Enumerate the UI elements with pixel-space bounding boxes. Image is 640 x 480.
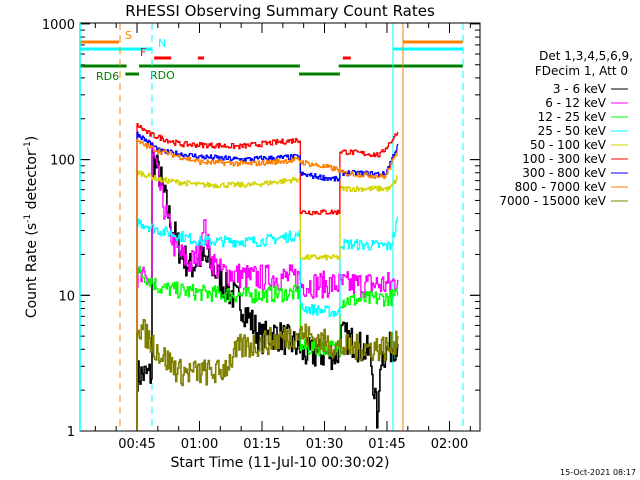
y-tick-label: 1000 <box>42 18 75 33</box>
legend-label: 3 - 6 keV <box>553 82 607 96</box>
series-line-5 <box>136 123 399 431</box>
x-tick-label: 01:00 <box>181 437 218 452</box>
status-label-f: F <box>140 46 146 59</box>
status-label-rd6: RD6 <box>96 70 119 83</box>
y-axis-label: Count Rate (s-1 detector-1) <box>23 136 40 318</box>
x-tick-label: 01:15 <box>243 437 280 452</box>
x-tick-label: 01:30 <box>306 437 343 452</box>
series-line-0 <box>136 149 399 431</box>
status-label-s: S <box>125 29 132 42</box>
plot-frame <box>79 22 481 432</box>
y-tick-label: 100 <box>50 154 75 169</box>
x-tick-label: 02:00 <box>431 437 468 452</box>
footer-timestamp: 15-Oct-2021 08:17 <box>560 468 636 477</box>
data-series <box>136 123 399 431</box>
legend-header-1: Det 1,3,4,5,6,9, <box>539 49 633 63</box>
x-tick-label: 01:45 <box>368 437 405 452</box>
status-label-rdo: RDO <box>150 69 175 82</box>
legend-label: 300 - 800 keV <box>522 166 606 180</box>
series-line-4 <box>136 170 399 431</box>
y-tick-label: 10 <box>58 289 75 304</box>
series-line-7 <box>136 139 399 431</box>
legend-label: 6 - 12 keV <box>545 96 607 110</box>
x-tick-label: 00:45 <box>118 437 155 452</box>
legend-header-2: FDecim 1, Att 0 <box>535 64 628 78</box>
legend-label: 25 - 50 keV <box>538 124 607 138</box>
y-tick-label: 1 <box>67 425 75 440</box>
series-line-3 <box>136 216 399 431</box>
legend-label: 12 - 25 keV <box>538 110 607 124</box>
legend-label: 7000 - 15000 keV <box>499 194 606 208</box>
axis-ticks: 00:45 01:00 01:15 01:30 01:45 02:00 1 10 100 1000 <box>42 18 480 452</box>
series-line-2 <box>136 266 399 431</box>
legend-label: 800 - 7000 keV <box>515 180 607 194</box>
series-line-8 <box>136 318 399 431</box>
legend-label: 100 - 300 keV <box>522 152 606 166</box>
status-label-n: N <box>158 37 166 50</box>
x-axis-label: Start Time (11-Jul-10 00:30:02) <box>170 455 389 471</box>
legend-label: 50 - 100 keV <box>530 138 607 152</box>
chart-title: RHESSI Observing Summary Count Rates <box>125 2 435 20</box>
